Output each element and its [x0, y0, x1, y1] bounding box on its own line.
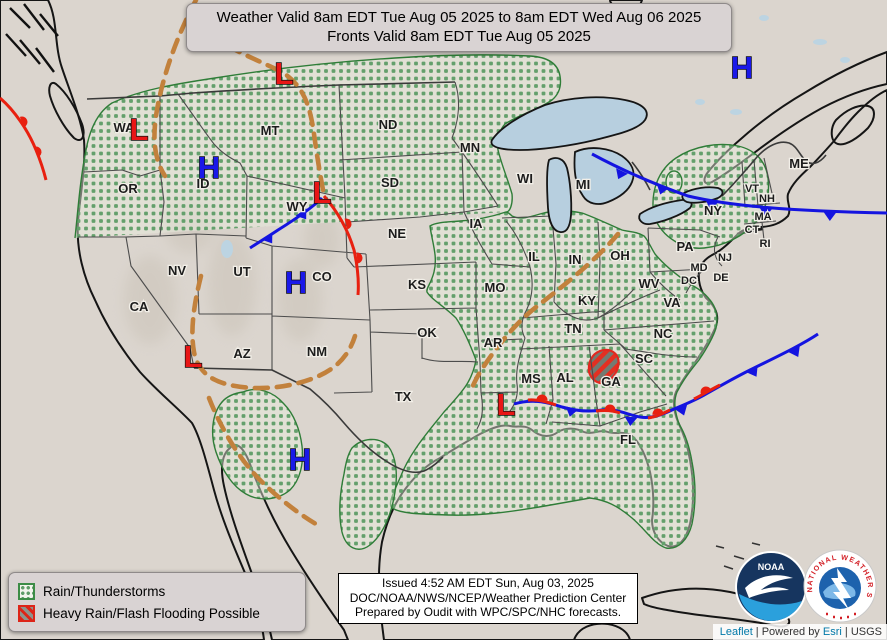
state-label-az: AZ [233, 346, 250, 361]
state-label-mi: MI [576, 177, 590, 192]
state-label-ri: RI [760, 238, 771, 250]
state-label-vt: VT [745, 183, 759, 195]
pressure-symbol-h: H [731, 50, 753, 85]
state-label-ia: IA [470, 216, 484, 231]
legend-item-flood: Heavy Rain/Flash Flooding Possible [18, 602, 296, 624]
legend-label: Rain/Thunderstorms [43, 583, 166, 599]
state-label-dc: DC [681, 275, 697, 287]
state-label-ma: MA [754, 211, 771, 223]
cold-front-northeast [591, 152, 887, 221]
pressure-symbol-h: H [285, 265, 307, 300]
title-line1: Weather Valid 8am EDT Tue Aug 05 2025 to… [216, 9, 702, 26]
state-label-ms: MS [521, 371, 541, 386]
leaflet-link[interactable]: Leaflet [719, 626, 753, 638]
state-label-mn: MN [460, 140, 480, 155]
state-label-ut: UT [233, 264, 250, 279]
legend-label: Heavy Rain/Flash Flooding Possible [43, 605, 260, 621]
state-label-ok: OK [417, 325, 437, 340]
state-label-nj: NJ [718, 252, 732, 264]
state-label-id: ID [197, 176, 210, 191]
state-label-oh: OH [610, 248, 630, 263]
attribution-text: | [841, 626, 851, 638]
flash-flood-area [587, 348, 620, 385]
state-label-mt: MT [261, 123, 280, 138]
pressure-symbol-l: L [184, 339, 203, 374]
stationary-front-gulf [513, 332, 819, 426]
state-label-ne: NE [388, 226, 406, 241]
legend: Rain/Thunderstorms Heavy Rain/Flash Floo… [8, 572, 306, 632]
state-label-ct: CT [745, 224, 760, 236]
attribution-text: | Powered by [752, 626, 823, 638]
state-label-ar: AR [484, 335, 503, 350]
state-label-tn: TN [564, 321, 581, 336]
state-label-wa: WA [114, 120, 136, 135]
great-lakes [490, 96, 724, 233]
state-label-nm: NM [307, 344, 327, 359]
warm-front-colorado [322, 195, 363, 296]
state-label-co: CO [312, 269, 332, 284]
state-label-nd: ND [379, 117, 398, 132]
esri-link[interactable]: Esri [822, 626, 842, 638]
state-label-wv: WV [639, 276, 660, 291]
issued-line2: DOC/NOAA/NWS/NCEP/Weather Prediction Cen… [349, 590, 627, 605]
issued-line1: Issued 4:52 AM EDT Sun, Aug 03, 2025 [382, 576, 594, 590]
state-label-or: OR [118, 181, 138, 196]
noaa-logo-icon: NOAA [735, 551, 807, 623]
usgs-text: USGS [850, 626, 882, 638]
state-label-al: AL [556, 370, 573, 385]
pressure-symbol-h: H [198, 150, 220, 185]
state-label-va: VA [663, 295, 681, 310]
state-label-nv: NV [168, 263, 186, 278]
state-label-ca: CA [130, 299, 149, 314]
pressure-symbol-l: L [130, 112, 149, 147]
title-banner: Weather Valid 8am EDT Tue Aug 05 2025 to… [186, 3, 732, 52]
state-label-nc: NC [654, 326, 673, 341]
legend-item-rain: Rain/Thunderstorms [18, 580, 296, 602]
state-label-md: MD [690, 262, 707, 274]
state-label-ks: KS [408, 277, 426, 292]
state-label-il: IL [528, 249, 540, 264]
state-label-in: IN [569, 252, 582, 267]
pressure-symbol-h: H [289, 442, 311, 477]
pressure-symbol-l: L [275, 56, 294, 91]
state-label-de: DE [713, 272, 728, 284]
state-label-me: ME [789, 156, 809, 171]
title-line2: Fronts Valid 8am EDT Tue Aug 05 2025 [327, 28, 591, 45]
trough-lines [152, 0, 621, 530]
state-label-ky: KY [578, 293, 596, 308]
state-label-pa: PA [676, 239, 694, 254]
cold-front-wyoming [249, 196, 324, 250]
issued-box: Issued 4:52 AM EDT Sun, Aug 03, 2025 DOC… [338, 573, 638, 624]
state-label-nh: NH [759, 193, 775, 205]
state-label-tx: TX [395, 389, 412, 404]
state-labels: WA MT ND MN WI MI ME OR ID WY SD NE IA IL IN OH NV UT CO KS… [112, 116, 810, 449]
flash-flood-swatch-icon [18, 604, 35, 622]
state-label-wi: WI [517, 171, 533, 186]
warm-front-pacific [0, 96, 48, 181]
state-label-ga: GA [601, 374, 621, 389]
attribution-bar: Leaflet | Powered by Esri | USGS [712, 624, 887, 640]
state-label-fl: FL [620, 432, 636, 447]
pressure-symbol-l: L [313, 175, 332, 210]
state-borders [78, 81, 781, 430]
agency-logos: NOAA NATIONAL WEATHER SERVICE [728, 539, 881, 626]
state-label-mo: MO [485, 280, 506, 295]
rain-thunderstorms-swatch-icon [18, 582, 35, 600]
state-label-ny: NY [704, 203, 722, 218]
pressure-centers: L L L L L H H H H [129, 49, 754, 477]
state-label-sd: SD [381, 175, 399, 190]
state-label-sc: SC [635, 351, 654, 366]
pressure-symbol-l: L [497, 387, 516, 422]
rain-thunderstorm-areas [74, 54, 770, 550]
issued-line3: Prepared by Oudit with WPC/SPC/NHC forec… [354, 605, 622, 620]
svg-text:NOAA: NOAA [758, 562, 785, 572]
state-label-wy: WY [287, 199, 308, 214]
